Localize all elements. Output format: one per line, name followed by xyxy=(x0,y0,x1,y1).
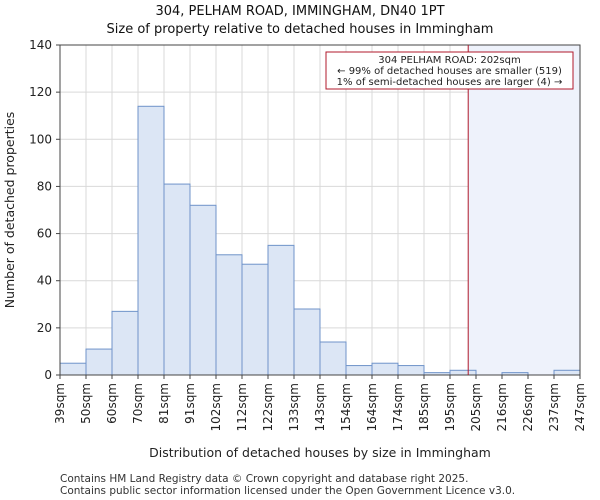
y-tick-label: 60 xyxy=(37,227,52,241)
histogram-bar xyxy=(85,348,113,376)
y-tick-label: 20 xyxy=(37,321,52,335)
footer-line-2: Contains public sector information licen… xyxy=(60,485,516,497)
y-axis-title: Number of detached properties xyxy=(2,112,17,309)
y-tick-label: 0 xyxy=(44,368,52,382)
y-tick-label: 80 xyxy=(37,179,52,193)
histogram-bar xyxy=(111,310,139,376)
x-tick-label: 102sqm xyxy=(209,383,223,431)
annotation-line-3: 1% of semi-detached houses are larger (4… xyxy=(337,77,563,88)
y-tick-label: 140 xyxy=(29,38,52,52)
histogram-bar xyxy=(449,369,477,376)
histogram-bar xyxy=(397,365,425,376)
x-tick-label: 237sqm xyxy=(547,383,561,431)
x-tick-label: 154sqm xyxy=(339,383,353,431)
chart-subtitle: Size of property relative to detached ho… xyxy=(106,22,494,37)
histogram-bar xyxy=(59,362,87,376)
y-tick-label: 40 xyxy=(37,274,52,288)
x-axis-title: Distribution of detached houses by size … xyxy=(149,445,491,460)
histogram-bar xyxy=(371,362,399,376)
x-tick-label: 50sqm xyxy=(79,383,93,424)
histogram-bar xyxy=(241,263,269,376)
histogram-bar xyxy=(189,204,217,376)
x-tick-label: 174sqm xyxy=(391,383,405,431)
larger-properties-region xyxy=(468,45,580,375)
x-tick-label: 205sqm xyxy=(469,383,483,431)
histogram-chart: 0 20 40 60 80 100 120 140 39sqm 50sqm 60sqm 70sqm 81… xyxy=(2,38,587,460)
histogram-bar xyxy=(137,105,165,376)
histogram-bar xyxy=(215,254,243,376)
x-tick-label: 133sqm xyxy=(287,383,301,431)
x-tick-label: 247sqm xyxy=(573,383,587,431)
y-tick-label: 120 xyxy=(29,85,52,99)
histogram-bar xyxy=(163,183,191,376)
x-tick-label: 91sqm xyxy=(183,383,197,424)
x-tick-label: 216sqm xyxy=(495,383,509,431)
x-tick-label: 195sqm xyxy=(443,383,457,431)
x-tick-label: 164sqm xyxy=(365,383,379,431)
histogram-bar xyxy=(345,365,373,376)
histogram-bar xyxy=(319,341,347,376)
x-tick-label: 39sqm xyxy=(53,383,67,424)
x-tick-label: 70sqm xyxy=(131,383,145,424)
x-tick-label: 143sqm xyxy=(313,383,327,431)
footer-line-1: Contains HM Land Registry data © Crown c… xyxy=(60,473,469,485)
histogram-bar xyxy=(267,244,295,376)
x-tick-label: 185sqm xyxy=(417,383,431,431)
annotation-line-2: ← 99% of detached houses are smaller (51… xyxy=(337,66,562,77)
histogram-bar xyxy=(553,369,581,376)
y-tick-label: 100 xyxy=(29,132,52,146)
x-tick-label: 122sqm xyxy=(261,383,275,431)
x-tick-label: 112sqm xyxy=(235,383,249,431)
x-tick-label: 60sqm xyxy=(105,383,119,424)
chart-title: 304, PELHAM ROAD, IMMINGHAM, DN40 1PT xyxy=(155,4,445,19)
annotation-box xyxy=(325,51,574,90)
histogram-bar xyxy=(293,308,321,376)
annotation-line-1: 304 PELHAM ROAD: 202sqm xyxy=(378,55,520,66)
x-tick-label: 226sqm xyxy=(521,383,535,431)
x-tick-label: 81sqm xyxy=(157,383,171,424)
